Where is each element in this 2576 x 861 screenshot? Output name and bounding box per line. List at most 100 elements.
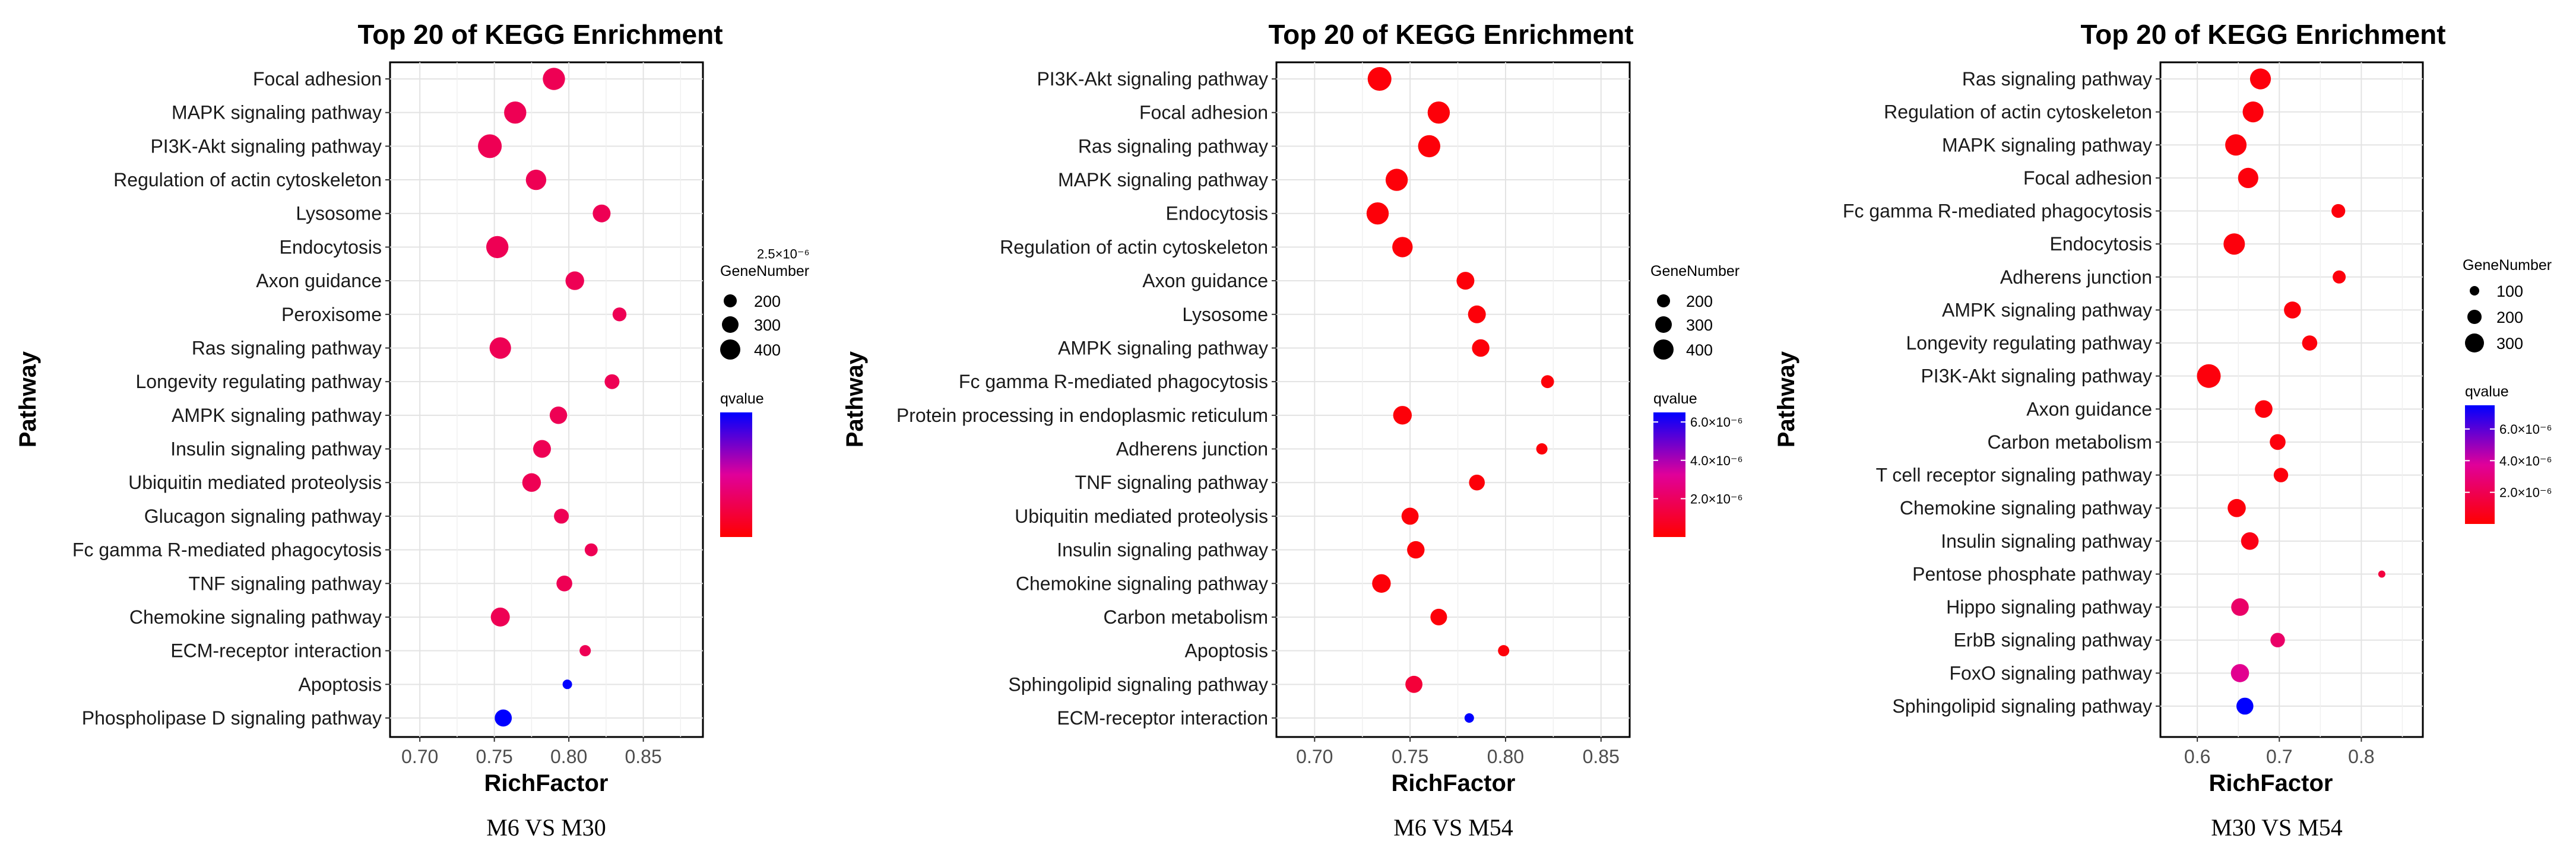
colorbar-tick-label: 6.0×10⁻⁶ bbox=[1690, 415, 1743, 430]
data-point bbox=[1393, 406, 1412, 425]
data-point bbox=[1541, 375, 1554, 389]
pathway-label: AMPK signaling pathway bbox=[1942, 299, 2152, 320]
pathway-label: Adherens junction bbox=[2000, 266, 2152, 288]
colorbar-tick-label: 6.0×10⁻⁶ bbox=[2499, 422, 2552, 437]
pathway-label: Ras signaling pathway bbox=[192, 337, 382, 358]
panel-3-size-legend-label-1: 100 bbox=[2496, 282, 2523, 300]
panel-2-x-tick-labels: 0.70 0.75 0.80 0.85 bbox=[1296, 737, 1620, 767]
pathway-label: ECM-receptor interaction bbox=[1057, 707, 1268, 729]
data-point bbox=[565, 271, 584, 290]
data-point bbox=[490, 607, 510, 627]
pathway-label: PI3K-Akt signaling pathway bbox=[1037, 68, 1268, 90]
data-point bbox=[1472, 339, 1490, 357]
data-point bbox=[1427, 101, 1450, 124]
x-tick-label: 0.8 bbox=[2348, 746, 2374, 767]
panel-1-x-tick-labels: 0.70 0.75 0.80 0.85 bbox=[401, 737, 662, 767]
data-point bbox=[2270, 633, 2285, 647]
pathway-label: Lysosome bbox=[1182, 304, 1268, 325]
data-point bbox=[533, 440, 551, 458]
panel-3-color-legend-title: qvalue bbox=[2465, 383, 2509, 400]
x-tick-label: 0.85 bbox=[625, 746, 661, 767]
colorbar-tick-label: 4.0×10⁻⁶ bbox=[2499, 453, 2552, 468]
pathway-label: FoxO signaling pathway bbox=[1949, 662, 2152, 684]
pathway-label: Sphingolipid signaling pathway bbox=[1892, 695, 2152, 717]
panel-2-size-legend-label-1: 200 bbox=[1686, 293, 1713, 310]
pathway-label: ECM-receptor interaction bbox=[170, 640, 382, 662]
panel-1-points bbox=[478, 68, 627, 727]
pathway-label: Fc gamma R-mediated phagocytosis bbox=[72, 539, 382, 561]
panel-1-y-axis-title: Pathway bbox=[15, 351, 41, 447]
panel-1-size-legend-dot-1 bbox=[724, 294, 737, 307]
pathway-label: Adherens junction bbox=[1116, 439, 1268, 460]
data-point bbox=[486, 236, 509, 259]
pathway-label: Chemokine signaling pathway bbox=[1016, 573, 1268, 594]
pathway-label: Ras signaling pathway bbox=[1078, 135, 1268, 157]
x-tick-label: 0.80 bbox=[1487, 746, 1524, 767]
colorbar-tick-label: 4.0×10⁻⁶ bbox=[1690, 453, 1743, 468]
panel-3-colorbar-ticks: 2.0×10⁻⁶ 4.0×10⁻⁶ 6.0×10⁻⁶ bbox=[2465, 422, 2552, 500]
pathway-label: Ubiquitin mediated proteolysis bbox=[128, 472, 382, 493]
data-point bbox=[2270, 434, 2286, 450]
x-tick-label: 0.80 bbox=[550, 746, 587, 767]
panel-3-size-legend-title: GeneNumber bbox=[2463, 257, 2552, 274]
panel-1-size-legend-dot-2 bbox=[722, 316, 739, 333]
colorbar-tick-label: 2.5×10⁻⁶ bbox=[757, 247, 810, 262]
data-point bbox=[2197, 364, 2221, 388]
colorbar-tick-label: 2.0×10⁻⁶ bbox=[1690, 491, 1743, 506]
panel-3-points bbox=[2197, 68, 2385, 715]
data-point bbox=[554, 509, 569, 524]
data-point bbox=[562, 679, 572, 690]
panel-2-size-legend-title: GeneNumber bbox=[1650, 263, 1739, 279]
data-point bbox=[1498, 645, 1510, 657]
data-point bbox=[612, 307, 627, 322]
pathway-label: AMPK signaling pathway bbox=[172, 405, 382, 426]
data-point bbox=[2249, 68, 2271, 90]
pathway-label: Pentose phosphate pathway bbox=[1912, 563, 2152, 584]
panel-2-pathway-labels: PI3K-Akt signaling pathway Focal adhesion… bbox=[896, 68, 1276, 729]
data-point bbox=[592, 204, 611, 223]
colorbar-tick-label: 2.0×10⁻⁶ bbox=[2499, 485, 2552, 500]
panel-2-size-legend-label-3: 400 bbox=[1686, 341, 1713, 359]
data-point bbox=[522, 473, 541, 492]
panel-2-caption: M6 VS M54 bbox=[1393, 814, 1513, 841]
panel-1-title: Top 20 of KEGG Enrichment bbox=[357, 19, 723, 50]
data-point bbox=[2236, 697, 2254, 715]
panel-2: Top 20 of KEGG Enrichment PI3K-Akt signa… bbox=[842, 19, 1743, 841]
x-tick-label: 0.70 bbox=[1296, 746, 1333, 767]
panel-3-caption: M30 VS M54 bbox=[2211, 814, 2343, 841]
data-point bbox=[1367, 67, 1392, 91]
data-point bbox=[1464, 713, 1474, 723]
data-point bbox=[2230, 664, 2249, 682]
pathway-label: Ubiquitin mediated proteolysis bbox=[1015, 506, 1268, 527]
data-point bbox=[1469, 474, 1485, 491]
data-point bbox=[495, 709, 512, 727]
panel-3-x-tick-labels: 0.6 0.7 0.8 bbox=[2184, 737, 2375, 767]
pathway-label: Focal adhesion bbox=[253, 68, 382, 90]
x-tick-label: 0.85 bbox=[1583, 746, 1620, 767]
panel-2-points bbox=[1366, 67, 1554, 723]
pathway-label: Endocytosis bbox=[279, 236, 382, 258]
panel-3-size-legend-label-3: 300 bbox=[2496, 335, 2523, 352]
data-point bbox=[1430, 608, 1447, 625]
data-point bbox=[543, 68, 565, 90]
panel-1-legend: GeneNumber 200 300 400 qvalue 2.5×10⁻⁶5.… bbox=[720, 247, 810, 537]
pathway-label: Fc gamma R-mediated phagocytosis bbox=[1843, 201, 2152, 222]
pathway-label: T cell receptor signaling pathway bbox=[1876, 465, 2152, 486]
data-point bbox=[2284, 301, 2301, 319]
data-point bbox=[1392, 237, 1413, 258]
panel-3-size-legend-label-2: 200 bbox=[2496, 309, 2523, 326]
data-point bbox=[2255, 400, 2273, 418]
pathway-label: Focal adhesion bbox=[2023, 167, 2152, 189]
panel-3: Top 20 of KEGG Enrichment Ras signaling … bbox=[1773, 19, 2552, 841]
panel-2-plot-area bbox=[1275, 61, 1631, 738]
pathway-label: Ras signaling pathway bbox=[1962, 68, 2152, 90]
x-tick-label: 0.7 bbox=[2266, 746, 2292, 767]
panel-2-colorbar bbox=[1653, 412, 1685, 537]
pathway-label: Carbon metabolism bbox=[1988, 431, 2152, 453]
panel-3-size-legend-dot-1 bbox=[2470, 286, 2479, 296]
data-point bbox=[2241, 532, 2259, 550]
pathway-label: PI3K-Akt signaling pathway bbox=[150, 135, 382, 157]
pathway-label: Apoptosis bbox=[1184, 640, 1268, 662]
pathway-label: Peroxisome bbox=[281, 304, 382, 325]
